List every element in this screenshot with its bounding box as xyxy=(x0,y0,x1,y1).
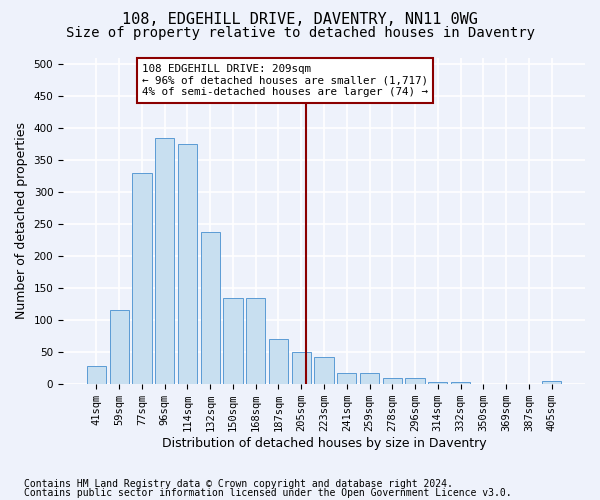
Text: Size of property relative to detached houses in Daventry: Size of property relative to detached ho… xyxy=(65,26,535,40)
Bar xyxy=(200,232,220,384)
Bar xyxy=(87,366,106,384)
Text: 108 EDGEHILL DRIVE: 209sqm
← 96% of detached houses are smaller (1,717)
4% of se: 108 EDGEHILL DRIVE: 209sqm ← 96% of deta… xyxy=(142,64,428,97)
Text: Contains HM Land Registry data © Crown copyright and database right 2024.: Contains HM Land Registry data © Crown c… xyxy=(24,479,453,489)
Bar xyxy=(451,382,470,384)
Bar xyxy=(383,378,402,384)
Bar xyxy=(428,382,448,384)
Y-axis label: Number of detached properties: Number of detached properties xyxy=(15,122,28,320)
Bar xyxy=(223,298,242,384)
Bar xyxy=(110,310,129,384)
Text: Contains public sector information licensed under the Open Government Licence v3: Contains public sector information licen… xyxy=(24,488,512,498)
Bar xyxy=(132,173,152,384)
Bar xyxy=(337,374,356,384)
Bar xyxy=(406,378,425,384)
Bar xyxy=(178,144,197,384)
Bar xyxy=(269,340,288,384)
Bar xyxy=(314,358,334,384)
Bar xyxy=(360,374,379,384)
X-axis label: Distribution of detached houses by size in Daventry: Distribution of detached houses by size … xyxy=(162,437,487,450)
Bar xyxy=(542,381,561,384)
Bar xyxy=(292,352,311,384)
Text: 108, EDGEHILL DRIVE, DAVENTRY, NN11 0WG: 108, EDGEHILL DRIVE, DAVENTRY, NN11 0WG xyxy=(122,12,478,26)
Bar xyxy=(246,298,265,384)
Bar xyxy=(155,138,175,384)
